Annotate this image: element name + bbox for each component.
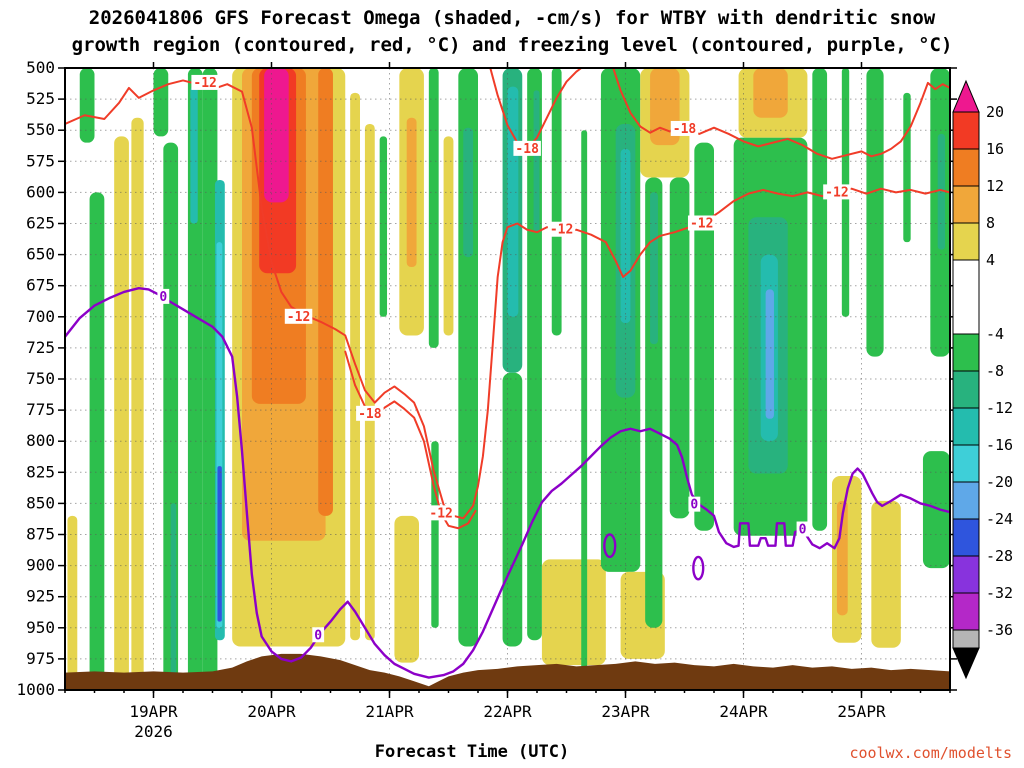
chart-title-line1: 2026041806 GFS Forecast Omega (shaded, -… (88, 7, 936, 29)
watermark-link[interactable]: coolwx.com/modelts (849, 744, 1012, 762)
x-axis-title: Forecast Time (UTC) (374, 742, 570, 762)
chart-title: 2026041806 GFS Forecast Omega (shaded, -… (0, 5, 1024, 59)
chart-title-line2: growth region (contoured, red, °C) and f… (71, 34, 953, 56)
